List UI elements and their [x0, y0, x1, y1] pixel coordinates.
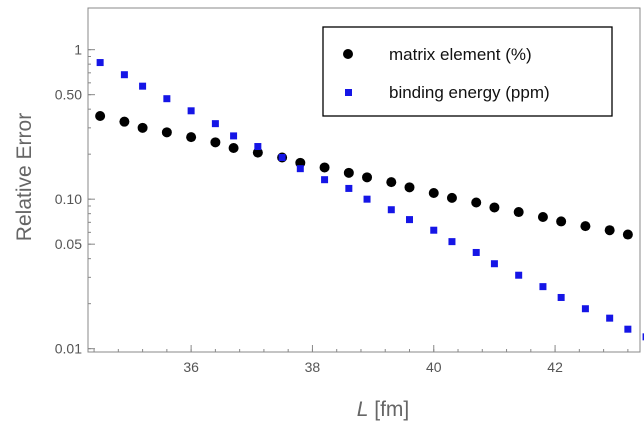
y-axis-title: Relative Error	[13, 113, 36, 241]
data-point-circle	[471, 197, 482, 208]
data-point-square	[363, 195, 371, 203]
series-binding-energy	[96, 59, 644, 341]
data-point-square	[557, 293, 565, 301]
data-point-circle	[228, 142, 239, 153]
data-point-square	[321, 176, 329, 184]
data-point-circle	[428, 187, 439, 198]
x-tick-label: 42	[547, 359, 563, 375]
data-point-circle	[604, 225, 615, 236]
legend-label-matrix-element: matrix element (%)	[389, 45, 532, 64]
data-point-square	[490, 260, 498, 268]
data-point-square	[387, 206, 395, 214]
data-point-square	[345, 184, 353, 192]
y-tick-label: 0.10	[55, 191, 82, 207]
data-point-circle	[95, 111, 106, 122]
data-point-square	[606, 314, 614, 322]
x-axis-title: L [fm]	[357, 398, 410, 421]
data-point-square	[278, 153, 286, 161]
plot-frame	[87, 7, 641, 353]
y-tick-label: 0.50	[55, 87, 82, 103]
legend-label-binding-energy: binding energy (ppm)	[389, 83, 550, 102]
data-point-square	[515, 271, 523, 279]
data-point-square	[211, 120, 219, 128]
y-tick-label: 1	[74, 42, 82, 58]
data-point-circle	[210, 137, 221, 148]
data-point-square	[163, 95, 171, 103]
data-point-circle	[386, 177, 397, 188]
x-tick-label: 38	[305, 359, 321, 375]
legend: matrix element (%) binding energy (ppm)	[322, 26, 613, 117]
data-point-square	[448, 238, 456, 246]
data-point-square	[472, 248, 480, 256]
data-point-square	[96, 59, 104, 67]
legend-marker-circle	[343, 49, 353, 59]
data-point-square	[581, 305, 589, 313]
data-point-square	[624, 325, 632, 333]
data-point-square	[296, 165, 304, 173]
data-point-circle	[556, 216, 567, 227]
data-point-square	[405, 216, 413, 224]
legend-box	[322, 26, 613, 117]
data-point-square	[254, 143, 262, 151]
data-point-square	[230, 132, 238, 140]
plot-border	[87, 7, 641, 353]
data-point-circle	[343, 167, 354, 178]
data-point-square	[539, 283, 547, 291]
data-point-circle	[537, 211, 548, 222]
data-point-circle	[580, 221, 591, 232]
x-tick-label: 40	[426, 359, 442, 375]
data-point-circle	[137, 122, 148, 133]
data-point-circle	[446, 192, 457, 203]
data-marks	[95, 59, 644, 341]
data-point-square	[430, 226, 438, 234]
data-point-circle	[404, 182, 415, 193]
x-tick-label: 36	[183, 359, 199, 375]
axis-ticks: 0.01 0.05 0.10 0.50 1 36 38 40 42	[55, 42, 629, 375]
data-point-circle	[319, 162, 330, 173]
data-point-square	[642, 333, 644, 341]
data-point-square	[120, 71, 128, 79]
data-point-square	[139, 82, 147, 90]
x-axis-symbol: L	[357, 398, 369, 421]
data-point-circle	[622, 229, 633, 240]
data-point-circle	[252, 147, 263, 158]
data-point-circle	[186, 132, 197, 143]
data-point-square	[187, 107, 195, 115]
data-point-circle	[489, 202, 500, 213]
data-point-circle	[119, 116, 130, 127]
data-point-circle	[161, 127, 172, 138]
legend-marker-square	[345, 89, 352, 96]
data-point-circle	[513, 207, 524, 218]
y-tick-label: 0.05	[55, 236, 82, 252]
y-tick-label: 0.01	[55, 341, 82, 357]
x-axis-unit: [fm]	[368, 398, 409, 421]
data-point-circle	[362, 172, 373, 183]
